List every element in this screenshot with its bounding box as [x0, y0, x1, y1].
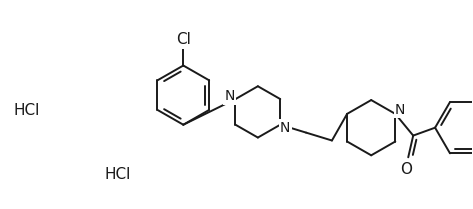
Text: Cl: Cl	[176, 32, 191, 47]
Text: N: N	[224, 89, 235, 103]
Text: O: O	[400, 162, 412, 177]
Text: HCl: HCl	[105, 167, 131, 182]
Text: N: N	[280, 121, 290, 135]
Text: N: N	[395, 103, 405, 117]
Text: HCl: HCl	[13, 103, 40, 118]
